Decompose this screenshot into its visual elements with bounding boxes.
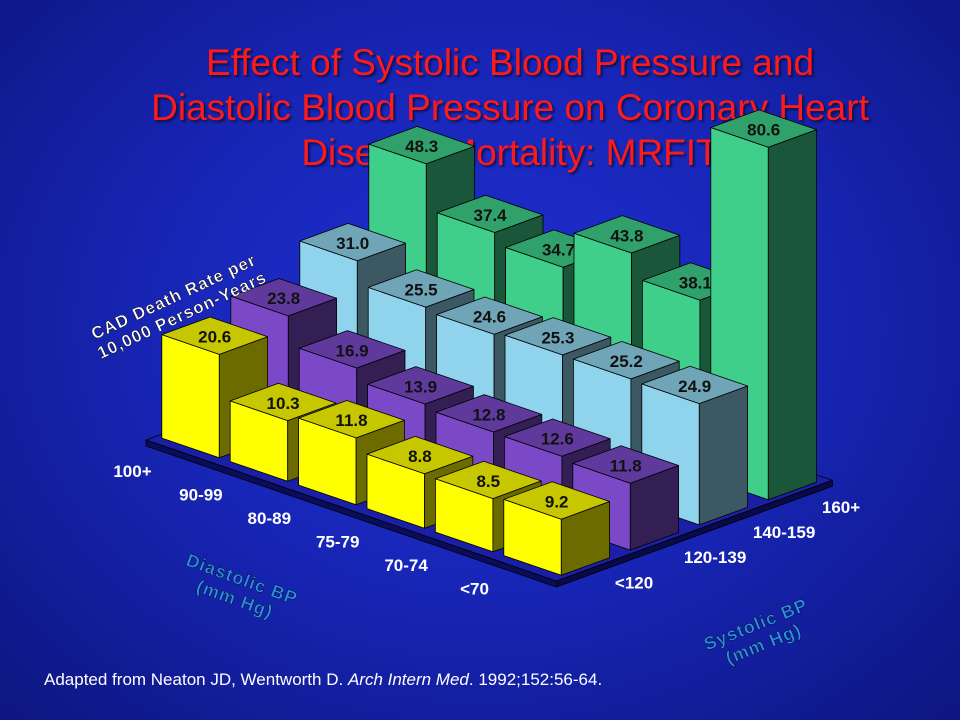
bar-side-face [767, 129, 817, 501]
sbp-tick-label: <120 [615, 573, 653, 592]
citation-prefix: Adapted from Neaton JD, Wentworth D. [44, 670, 348, 689]
bar-value-label: 38.1 [679, 273, 712, 292]
bar-value-label: 37.4 [474, 206, 508, 225]
bar-value-label: 24.9 [678, 377, 711, 396]
bar-value-label: 43.8 [610, 226, 643, 245]
bar-value-label: 31.0 [336, 234, 369, 253]
title-line-1: Effect of Systolic Blood Pressure and [205, 42, 815, 83]
dbp-tick-label: 100+ [113, 462, 151, 481]
dbp-tick-label: 75-79 [316, 533, 359, 552]
citation-journal: Arch Intern Med [347, 670, 469, 689]
bar-top-face [435, 394, 543, 433]
sbp-tick-label: 160+ [822, 498, 860, 517]
dbp-tick-label: 80-89 [248, 509, 291, 528]
bar-top-face [299, 222, 407, 262]
bar-top-face [436, 296, 543, 335]
bar-top-face [298, 400, 405, 439]
floor-right-edge [556, 479, 833, 588]
bar-top-face [503, 418, 611, 457]
bar-value-label: 13.9 [404, 377, 437, 396]
bar-top-face [367, 269, 475, 308]
bar-top-face [573, 341, 680, 380]
bar-value-label: 11.8 [335, 411, 367, 430]
bar-value-label: 11.8 [610, 457, 642, 476]
bar-top-face [368, 126, 476, 165]
bar-value-label: 34.7 [542, 241, 575, 260]
dbp-tick-label: <70 [460, 580, 489, 599]
bar-top-face [366, 435, 474, 475]
bar-front-face [161, 334, 220, 459]
bar-value-label: 10.3 [267, 394, 300, 413]
bar-value-label: 25.2 [610, 352, 643, 371]
bar-top-face [161, 316, 269, 355]
bar-value-label: 8.8 [408, 447, 432, 466]
bar-value-label: 80.6 [747, 121, 780, 140]
bar-value-label: 25.3 [541, 328, 574, 347]
bar-top-face [572, 445, 679, 484]
sbp-tick-label: 120-139 [684, 548, 746, 567]
bar-top-face [573, 215, 681, 254]
bar-top-face [298, 330, 406, 369]
dbp-axis-title: Diastolic BP(mm Hg) [183, 550, 300, 623]
bar-value-label: 16.9 [336, 341, 369, 360]
bar-side-face [698, 385, 748, 526]
bar-value-label: 9.2 [545, 493, 569, 512]
bar-value-label: 8.5 [476, 472, 500, 491]
bar-value-label: 12.6 [541, 430, 574, 449]
bar-top-face [434, 460, 542, 500]
dbp-tick-label: 90-99 [179, 486, 222, 505]
chart-title: Effect of Systolic Blood Pressure and Di… [60, 40, 960, 175]
bar-top-face [503, 481, 610, 520]
dbp-tick-label: 70-74 [384, 556, 428, 575]
citation: Adapted from Neaton JD, Wentworth D. Arc… [44, 670, 602, 690]
bar-top-face [230, 278, 338, 317]
bar-value-label: 20.6 [198, 328, 231, 347]
bar-value-label: 12.8 [472, 405, 505, 424]
bar-top-face [641, 365, 748, 405]
bar-value-label: 48.3 [405, 137, 438, 156]
bar-5-0: 9.2 [503, 481, 610, 576]
sbp-tick-label: 140-159 [753, 523, 815, 542]
sbp-axis-title: Systolic BP(mm Hg) [701, 594, 811, 668]
bar-top-face [710, 109, 817, 148]
bar-top-face [229, 382, 337, 422]
bar-top-face [504, 317, 612, 356]
bar-value-label: 25.5 [405, 280, 438, 299]
bar-top-face [436, 194, 544, 233]
bar-value-label: 23.8 [267, 289, 300, 308]
bar-value-label: 24.6 [473, 308, 506, 327]
bar-top-face [367, 366, 474, 405]
citation-suffix: . 1992;152:56-64. [468, 670, 603, 689]
